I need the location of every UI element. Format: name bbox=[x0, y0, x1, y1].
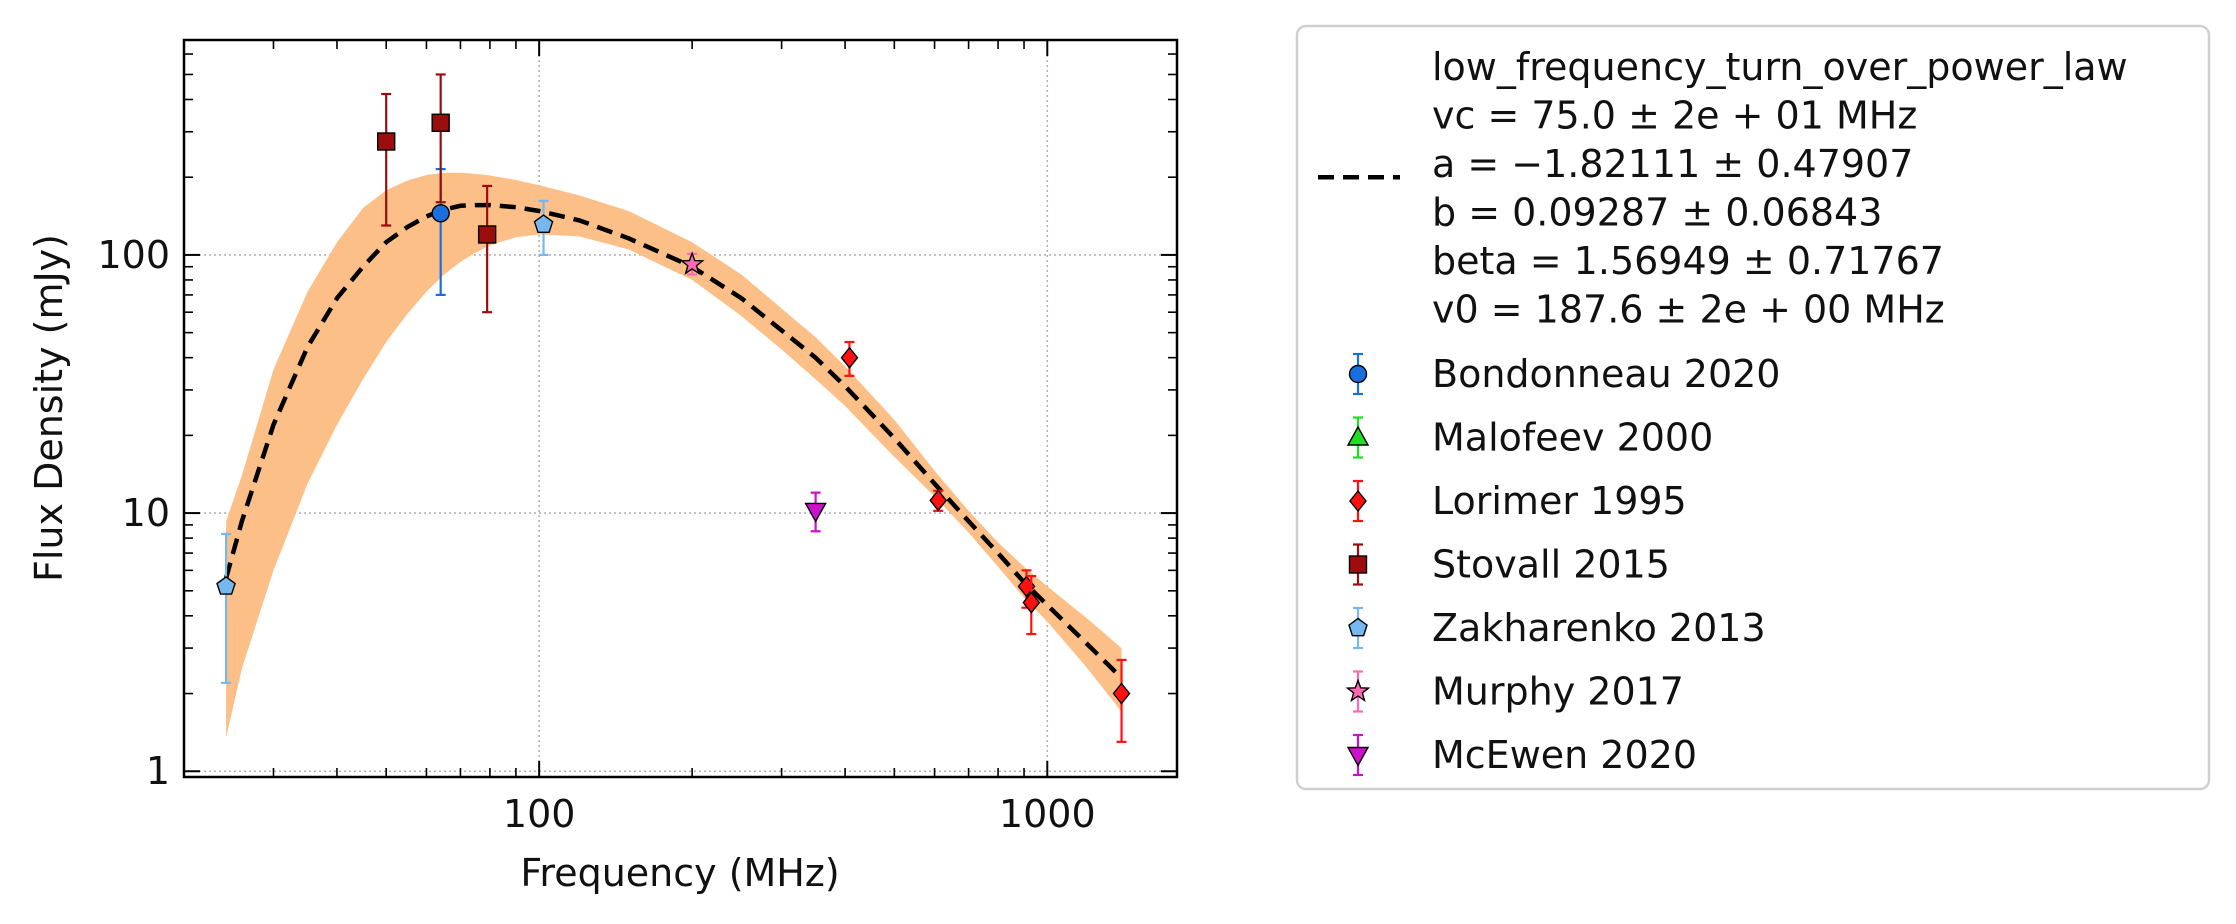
y-tick-label: 10 bbox=[122, 491, 170, 535]
x-axis-label: Frequency (MHz) bbox=[520, 851, 839, 895]
legend-marker bbox=[1346, 746, 1370, 767]
plot-background bbox=[184, 40, 1177, 777]
legend-entry-lorimer-1995: Lorimer 1995 bbox=[1349, 479, 1687, 523]
lorimer-1995-point bbox=[929, 489, 948, 512]
bondonneau-2020-point bbox=[431, 204, 450, 223]
tick-labels: 100 1000 1 10 100 bbox=[97, 233, 1095, 836]
y-tick-label: 1 bbox=[146, 749, 170, 793]
legend-marker bbox=[1349, 489, 1367, 513]
stovall-2015-error-bar bbox=[435, 73, 446, 204]
zakharenko-2013-error-bar bbox=[221, 532, 232, 684]
legend-marker bbox=[1348, 555, 1368, 574]
legend-entry-mcewen-2020: McEwen 2020 bbox=[1346, 733, 1697, 777]
legend-entry-malofeev-2000: Malofeev 2000 bbox=[1346, 416, 1713, 460]
stovall-2015-error-bar bbox=[381, 92, 392, 227]
legend-entry-bondonneau-2020: Bondonneau 2020 bbox=[1348, 352, 1780, 396]
legend-label: Malofeev 2000 bbox=[1432, 416, 1713, 460]
legend-fit-text-line: beta = 1.56949 ± 0.71767 bbox=[1432, 239, 1944, 283]
stovall-2015-error-bar bbox=[482, 184, 493, 314]
legend-label: Lorimer 1995 bbox=[1432, 479, 1687, 523]
legend-fit-text-line: vc = 75.0 ± 2e + 01 MHz bbox=[1432, 94, 1917, 138]
legend-series-entries: Bondonneau 2020 Malofeev 2000 Lorimer 1995… bbox=[1345, 352, 1780, 777]
legend-fit-text-line: b = 0.09287 ± 0.06843 bbox=[1432, 191, 1882, 235]
data-points bbox=[216, 73, 1131, 743]
legend-label: McEwen 2020 bbox=[1432, 733, 1697, 777]
stovall-2015-point bbox=[431, 113, 450, 132]
legend-label: Murphy 2017 bbox=[1432, 670, 1684, 714]
plot-area bbox=[182, 38, 1179, 779]
legend-fit-text-line: low_frequency_turn_over_power_law bbox=[1432, 45, 2128, 89]
legend-entry-zakharenko-2013: Zakharenko 2013 bbox=[1348, 606, 1766, 650]
x-tick-label: 100 bbox=[503, 792, 576, 836]
lorimer-1995-point bbox=[840, 346, 859, 369]
mcewen-2020-point bbox=[804, 502, 827, 523]
legend-label: Stovall 2015 bbox=[1432, 543, 1670, 587]
legend-marker bbox=[1348, 364, 1368, 384]
zakharenko-2013-point bbox=[216, 576, 236, 595]
legend-fit-text-line: a = −1.82111 ± 0.47907 bbox=[1432, 142, 1913, 186]
plot-frame bbox=[182, 38, 1179, 779]
zakharenko-2013-point bbox=[533, 214, 554, 234]
legend-label: Zakharenko 2013 bbox=[1432, 606, 1766, 650]
murphy-2017-point bbox=[679, 251, 705, 275]
x-tick-label: 1000 bbox=[999, 792, 1096, 836]
axis-ticks bbox=[184, 40, 1177, 777]
y-tick-label: 100 bbox=[97, 233, 170, 277]
legend-label: Bondonneau 2020 bbox=[1432, 352, 1780, 396]
stovall-2015-point bbox=[477, 225, 497, 244]
legend-entry-stovall-2015: Stovall 2015 bbox=[1348, 543, 1670, 587]
fit-curve bbox=[223, 202, 1124, 680]
y-axis-label: Flux Density (mJy) bbox=[27, 234, 71, 582]
legend-fit-text-line: v0 = 187.6 ± 2e + 00 MHz bbox=[1432, 288, 1945, 332]
fit-curve-line bbox=[223, 202, 1124, 680]
lorimer-1995-point bbox=[1022, 591, 1041, 614]
legend-frame bbox=[1295, 24, 2211, 791]
legend-marker bbox=[1348, 617, 1368, 637]
lorimer-1995-point bbox=[1112, 682, 1131, 705]
stovall-2015-point bbox=[377, 132, 396, 151]
legend-entry-murphy-2017: Murphy 2017 bbox=[1345, 670, 1684, 714]
legend-marker bbox=[1345, 678, 1371, 703]
legend-marker bbox=[1346, 425, 1370, 446]
